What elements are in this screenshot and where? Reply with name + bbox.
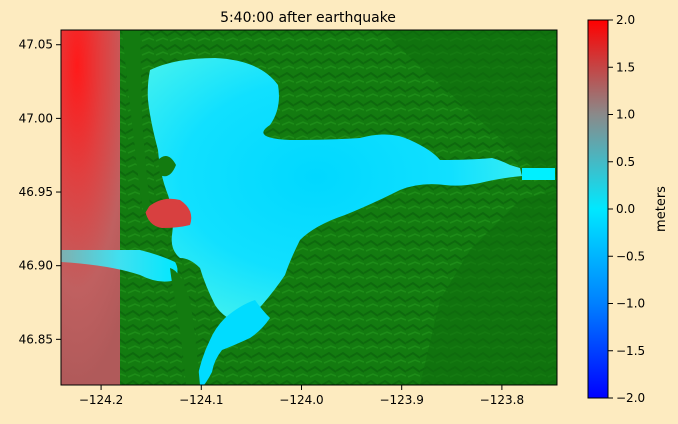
colorbar-tick-label: −0.5	[616, 249, 645, 263]
x-tick-label: −123.9	[379, 393, 423, 407]
colorbar-label: meters	[654, 186, 669, 232]
x-tick-label: −124.0	[279, 393, 323, 407]
colorbar-tick-label: −1.0	[616, 297, 645, 311]
x-tick-label: −123.8	[480, 393, 524, 407]
inlet-mouth	[61, 250, 178, 282]
colorbar-tick-label: 1.5	[616, 60, 635, 74]
y-axis: 46.85 46.90 46.95 47.00 47.05	[19, 38, 61, 346]
x-tick-label: −124.1	[179, 393, 223, 407]
x-tick-label: −124.2	[79, 393, 123, 407]
colorbar-tick-label: 1.0	[616, 108, 635, 122]
colorbar-tick-label: −2.0	[616, 391, 645, 405]
chart-title: 5:40:00 after earthquake	[220, 10, 396, 26]
y-tick-label: 46.95	[19, 185, 53, 199]
colorbar-tick-label: −1.5	[616, 344, 645, 358]
y-tick-label: 46.85	[19, 332, 53, 346]
colorbar-axis: −2.0 −1.5 −1.0 −0.5 0.0 0.5 1.0 1.5 2.0	[608, 13, 645, 405]
east-inlet	[522, 168, 555, 180]
south-channel	[196, 300, 270, 385]
plot-area	[61, 30, 557, 385]
bay-island	[158, 156, 176, 177]
plot-frame	[60, 29, 558, 386]
inland-terrain	[380, 30, 557, 385]
bay-water	[147, 58, 522, 322]
x-axis: −124.2 −124.1 −124.0 −123.9 −123.8	[79, 385, 524, 407]
north-spit	[122, 30, 150, 215]
south-spit	[170, 268, 200, 385]
y-tick-label: 46.90	[19, 259, 53, 273]
y-tick-label: 47.05	[19, 38, 53, 52]
y-tick-label: 47.00	[19, 111, 53, 125]
colorbar-tick-label: 0.5	[616, 155, 635, 169]
inlet-surge	[145, 198, 192, 228]
colorbar-tick-label: 0.0	[616, 202, 635, 216]
colorbar-tick-label: 2.0	[616, 13, 635, 27]
colorbar	[587, 19, 609, 399]
